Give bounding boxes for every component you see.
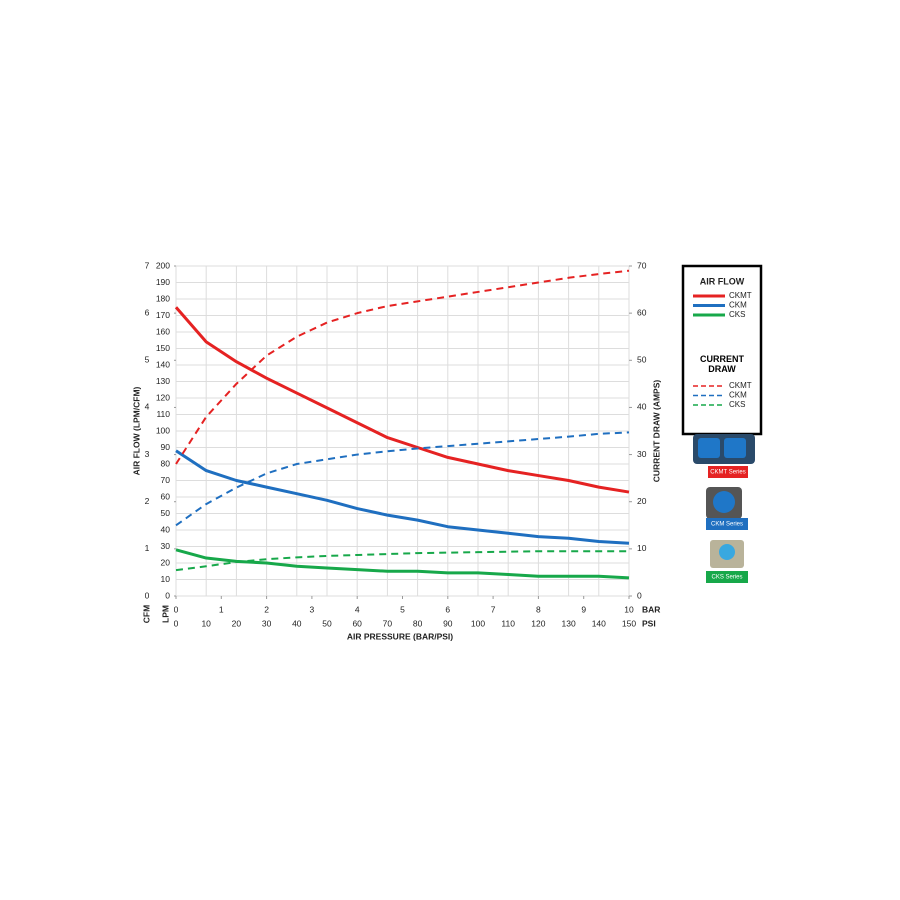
x-tick-label: 80: [413, 618, 423, 628]
series-line: [175, 431, 630, 527]
y-tick-label: 50: [161, 508, 171, 518]
x-tick-label: 100: [471, 618, 485, 628]
y-tick-label: 130: [156, 376, 170, 386]
x-tick-label: 130: [562, 618, 576, 628]
x-tick-label: 50: [322, 618, 332, 628]
x2-tick-label: 4: [355, 604, 360, 614]
x-unit: PSI: [642, 618, 656, 628]
y2-tick-label: 60: [637, 307, 647, 317]
y2-tick-label: 70: [637, 260, 647, 270]
y-tick-label: 100: [156, 425, 170, 435]
legend-title: AIR FLOW: [700, 276, 745, 286]
y-tick-label: 180: [156, 293, 170, 303]
x2-tick-label: 0: [174, 604, 179, 614]
y2-tick-label: 20: [637, 496, 647, 506]
x2-tick-label: 9: [581, 604, 586, 614]
series-line: [175, 548, 630, 580]
legend-label: CKM: [729, 301, 747, 310]
legend-label: CKS: [729, 400, 745, 409]
x2-tick-label: 5: [400, 604, 405, 614]
product-image: [693, 434, 755, 478]
x2-tick-label: 6: [445, 604, 450, 614]
series-line: [175, 449, 630, 545]
y-tick-label: 170: [156, 310, 170, 320]
x-tick-label: 150: [622, 618, 636, 628]
y-tick-label: 10: [161, 574, 171, 584]
y3-unit: CFM: [141, 605, 151, 623]
x-tick-label: 10: [201, 618, 211, 628]
product-label: CKMT Series: [710, 470, 746, 476]
x-tick-label: 40: [292, 618, 302, 628]
x-tick-label: 30: [262, 618, 272, 628]
legend-label: CKMT: [729, 381, 752, 390]
y3-tick-label: 1: [145, 543, 150, 553]
y-tick-label: 160: [156, 326, 170, 336]
x-tick-label: 70: [383, 618, 393, 628]
product-label: CKM Series: [711, 522, 743, 528]
y3-tick-label: 7: [145, 260, 150, 270]
x2-unit: BAR: [642, 604, 660, 614]
y-tick-label: 60: [161, 491, 171, 501]
x-tick-label: 110: [501, 618, 515, 628]
y-tick-label: 150: [156, 343, 170, 353]
product-label: CKS Series: [711, 575, 742, 581]
legend-title: CURRENT DRAW: [700, 354, 744, 374]
x2-tick-label: 8: [536, 604, 541, 614]
x-tick-label: 120: [531, 618, 545, 628]
y-tick-label: 70: [161, 475, 171, 485]
series-line: [175, 269, 630, 465]
y2-axis-title: CURRENT DRAW (AMPS): [651, 380, 661, 483]
y2-tick-label: 30: [637, 449, 647, 459]
series-line: [175, 550, 629, 572]
y-tick-label: 200: [156, 260, 170, 270]
y-tick-label: 80: [161, 458, 171, 468]
y3-tick-label: 4: [145, 402, 150, 412]
y-tick-label: 0: [165, 590, 170, 600]
y-tick-label: 90: [161, 442, 171, 452]
legend-label: CKS: [729, 310, 745, 319]
y-tick-label: 20: [161, 557, 171, 567]
product-image: [706, 540, 748, 583]
legend-label: CKM: [729, 391, 747, 400]
y2-tick-label: 50: [637, 355, 647, 365]
legend-title-box: CURRENT DRAW: [700, 354, 744, 374]
x-tick-label: 20: [232, 618, 242, 628]
y-tick-label: 40: [161, 524, 171, 534]
y2-tick-label: 40: [637, 402, 647, 412]
x2-tick-label: 2: [264, 604, 269, 614]
legend-label: CKMT: [729, 291, 752, 300]
x2-tick-label: 10: [624, 604, 634, 614]
x-tick-label: 90: [443, 618, 453, 628]
x-tick-label: 140: [592, 618, 606, 628]
y-axis-title: AIR FLOW (LPM/CFM): [131, 386, 141, 475]
y2-tick-label: 0: [637, 590, 642, 600]
x-tick-label: 60: [352, 618, 362, 628]
y-tick-label: 190: [156, 277, 170, 287]
y3-tick-label: 3: [145, 449, 150, 459]
y-tick-label: 110: [156, 409, 170, 419]
y3-tick-label: 2: [145, 496, 150, 506]
y-tick-label: 140: [156, 359, 170, 369]
y3-tick-label: 5: [145, 355, 150, 365]
x-tick-label: 0: [174, 618, 179, 628]
y-tick-label: 120: [156, 392, 170, 402]
product-image: [706, 487, 748, 530]
x2-tick-label: 3: [310, 604, 315, 614]
y3-tick-label: 6: [145, 307, 150, 317]
x2-tick-label: 1: [219, 604, 224, 614]
y2-tick-label: 10: [637, 543, 647, 553]
y3-tick-label: 0: [145, 590, 150, 600]
x-axis-title: AIR PRESSURE (BAR/PSI): [347, 631, 453, 641]
y-tick-label: 30: [161, 541, 171, 551]
x2-tick-label: 7: [491, 604, 496, 614]
y-unit: LPM: [160, 605, 170, 623]
